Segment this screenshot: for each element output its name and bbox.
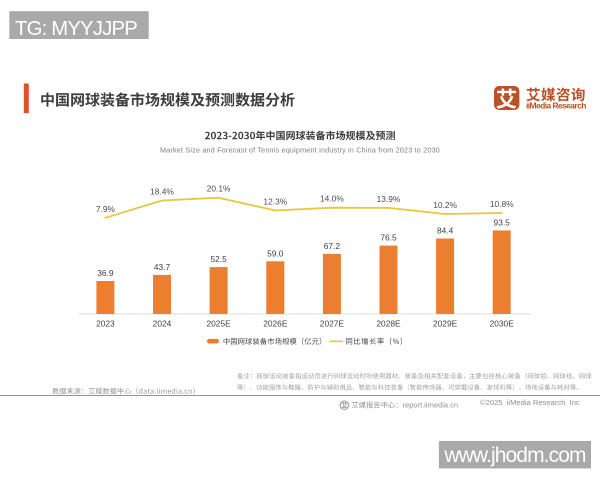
svg-text:59.0: 59.0 bbox=[267, 248, 284, 258]
svg-text:2028E: 2028E bbox=[376, 319, 401, 329]
svg-text:©2025 iiMedia Research Inc: ©2025 iiMedia Research Inc bbox=[480, 398, 580, 407]
svg-text:2025E: 2025E bbox=[206, 319, 231, 329]
svg-text:93.5: 93.5 bbox=[494, 217, 511, 227]
svg-text:2026E: 2026E bbox=[263, 319, 288, 329]
svg-text:12.3%: 12.3% bbox=[263, 197, 287, 207]
svg-text:84.4: 84.4 bbox=[437, 226, 454, 236]
svg-text:52.5: 52.5 bbox=[210, 254, 227, 264]
svg-text:10.2%: 10.2% bbox=[433, 200, 457, 210]
svg-text:2027E: 2027E bbox=[320, 319, 345, 329]
svg-text:report.iimedia.cn: report.iimedia.cn bbox=[403, 400, 458, 409]
svg-text:iiMedia Research: iiMedia Research bbox=[526, 100, 586, 110]
svg-text:TG: MYYJJPP: TG: MYYJJPP bbox=[15, 18, 137, 40]
svg-text:18.4%: 18.4% bbox=[150, 187, 174, 197]
svg-text:14.0%: 14.0% bbox=[320, 194, 344, 204]
svg-text:7.9%: 7.9% bbox=[96, 204, 116, 214]
svg-text:67.2: 67.2 bbox=[324, 241, 341, 251]
svg-text:www.jhodm.com: www.jhodm.com bbox=[443, 444, 586, 467]
svg-text:13.9%: 13.9% bbox=[377, 194, 401, 204]
svg-text:36.9: 36.9 bbox=[97, 268, 114, 278]
svg-text:Market Size and Forecast of Te: Market Size and Forecast of Tennis equip… bbox=[160, 146, 440, 155]
svg-text:2030E: 2030E bbox=[490, 319, 515, 329]
svg-text:10.8%: 10.8% bbox=[490, 199, 514, 209]
svg-text:76.5: 76.5 bbox=[380, 233, 397, 243]
svg-text:43.7: 43.7 bbox=[154, 262, 171, 272]
svg-text:2023: 2023 bbox=[96, 319, 115, 329]
svg-text:20.1%: 20.1% bbox=[207, 184, 231, 194]
svg-text:2024: 2024 bbox=[153, 319, 172, 329]
svg-text:2029E: 2029E bbox=[433, 319, 458, 329]
